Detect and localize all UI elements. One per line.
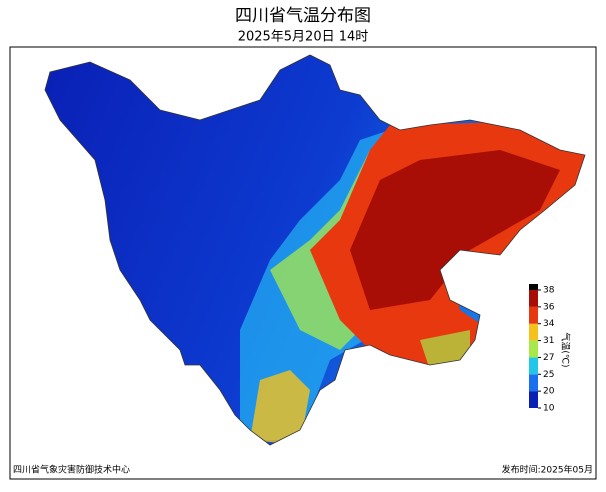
- legend-tick-label: 20: [543, 387, 555, 397]
- legend-swatch: [529, 290, 538, 307]
- legend-tick-label: 25: [543, 370, 554, 380]
- legend-tick-label: 10: [543, 404, 555, 414]
- legend-swatch: [529, 374, 538, 392]
- color-legend: 10 20 25 27 31 34 36 38: [529, 284, 555, 414]
- legend-tick-label: 27: [543, 353, 554, 363]
- province-outline: [44, 54, 586, 446]
- legend-swatch: [529, 323, 538, 341]
- legend-tick-label: 31: [543, 336, 554, 346]
- legend-swatch: [529, 357, 538, 375]
- map-frame: [9, 46, 597, 480]
- footer-left: 四川省气象灾害防御技术中心: [13, 464, 130, 476]
- legend-tick-label: 36: [543, 302, 555, 312]
- map-subtitle: 2025年5月20日 14时: [238, 30, 369, 45]
- footer-right: 发布时间:2025年05月: [502, 464, 593, 476]
- map-title: 四川省气温分布图: [235, 6, 371, 26]
- legend-label: 气温(℃): [560, 332, 572, 367]
- legend-swatch: [529, 391, 538, 408]
- legend-cap: [529, 284, 538, 290]
- legend-swatch: [529, 306, 538, 324]
- legend-swatch: [529, 340, 538, 358]
- legend-tick-label: 34: [543, 319, 555, 329]
- legend-tick-label: 38: [543, 286, 555, 296]
